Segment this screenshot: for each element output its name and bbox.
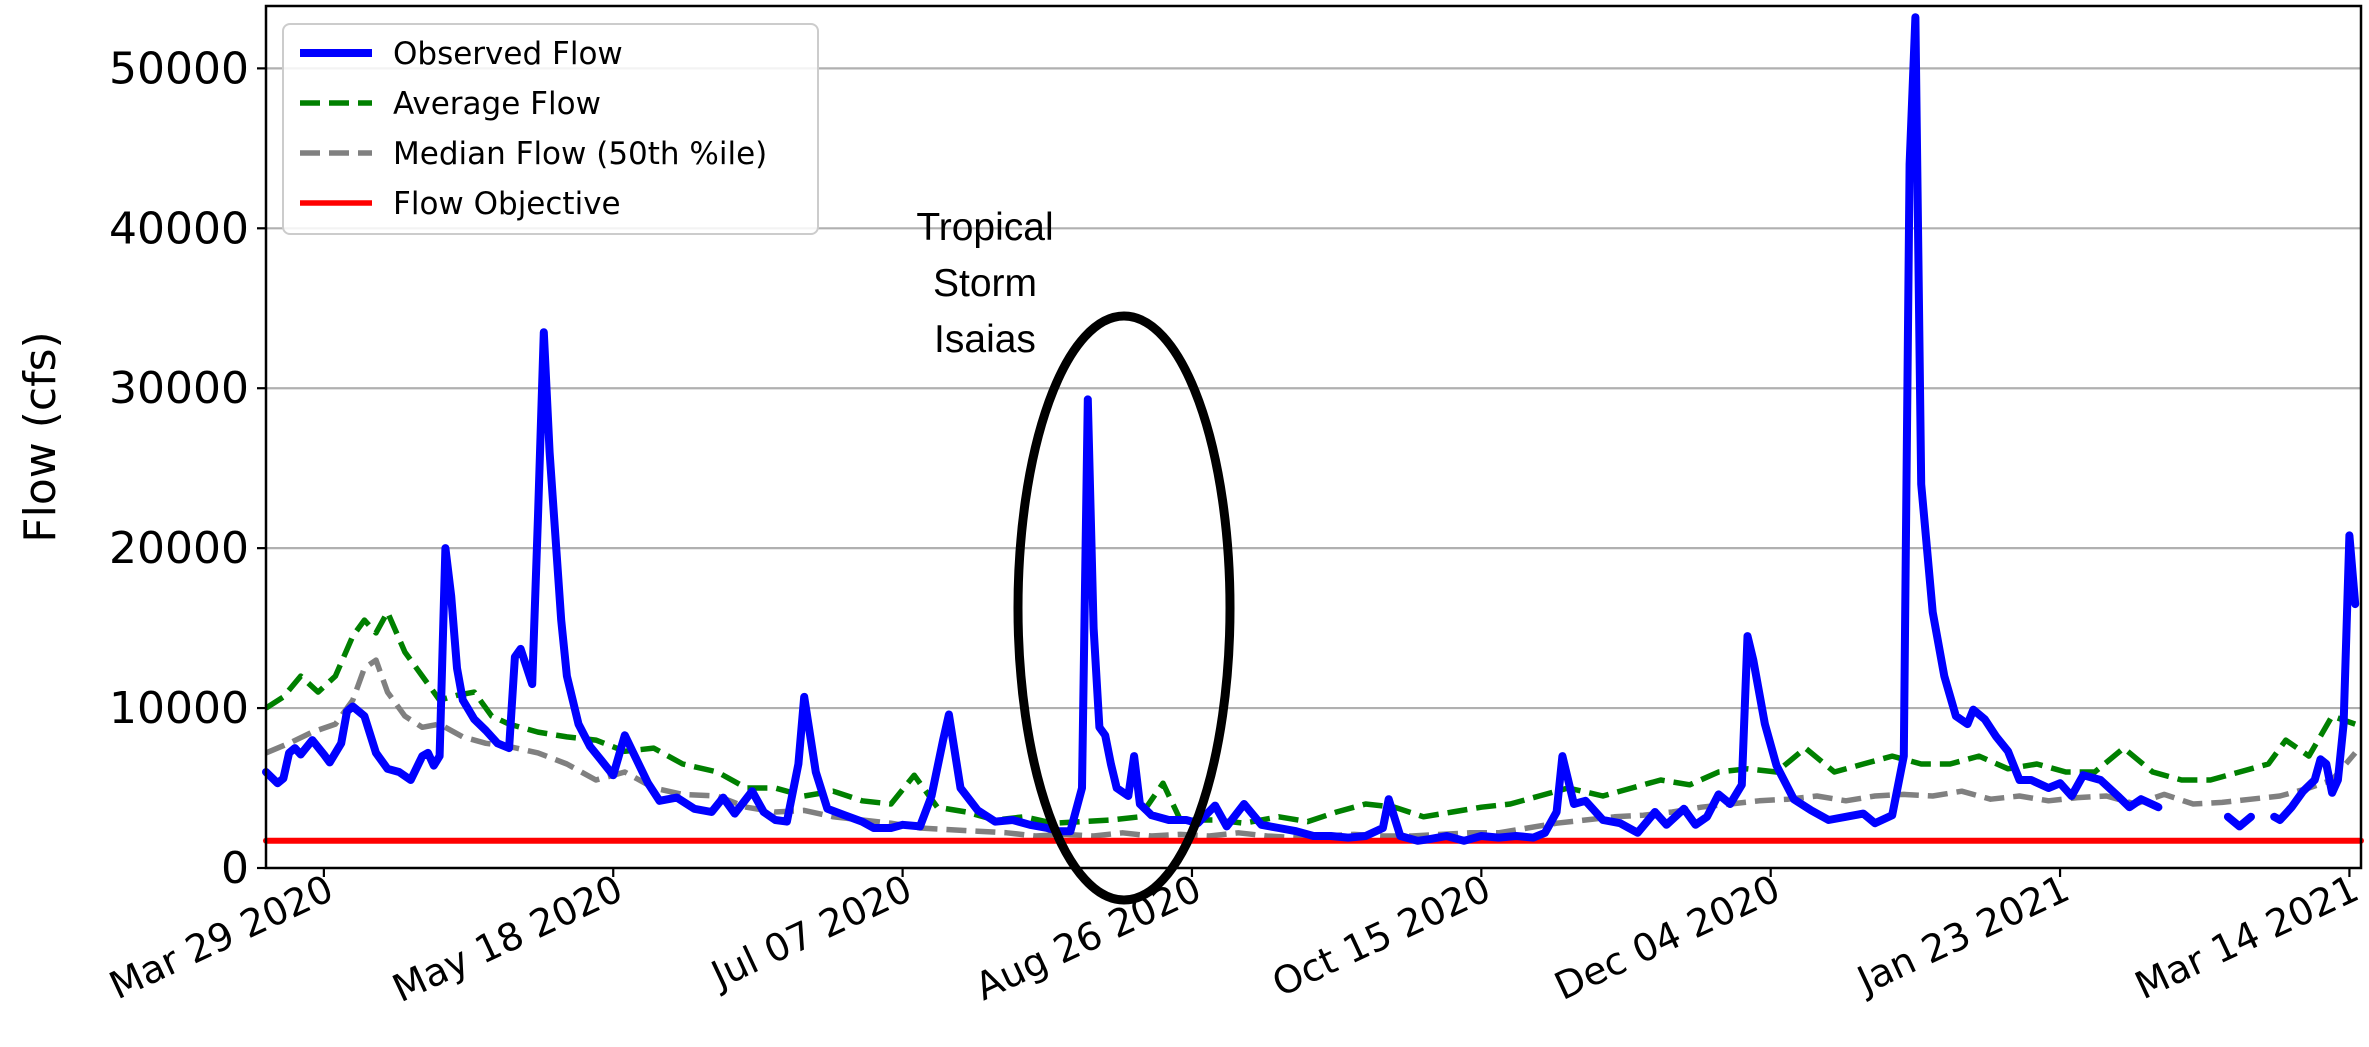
legend-label-average-flow: Average Flow [393,86,601,122]
y-axis: 0 10000 20000 30000 40000 50000 [109,43,266,894]
series-line-observed-flow [2223,812,2255,831]
storm-annotation: Tropical Storm Isaias [916,206,1235,905]
plot-frame [264,4,2363,870]
y-tick-label: 30000 [109,363,249,414]
y-tick-label: 50000 [109,43,249,94]
annotation-line-1: Tropical [916,206,1053,249]
legend-label-flow-objective: Flow Objective [393,186,621,222]
legend-label-observed-flow: Observed Flow [393,36,623,72]
series-line-average-flow [264,609,2357,826]
y-tick-label: 10000 [109,683,249,734]
legend-box [282,23,819,235]
storm-ellipse [1013,311,1235,905]
y-tick-label: 0 [221,843,249,894]
series-line-observed-flow [262,13,2163,845]
series-line-observed-flow [2270,531,2360,824]
legend-label-median-flow-50th-ile: Median Flow (50th %ile) [393,136,767,172]
annotation-line-3: Isaias [934,318,1036,361]
y-axis-label: Flow (cfs) [15,331,66,542]
y-tick-label: 40000 [109,203,249,254]
legend: Observed Flow Average Flow Median Flow (50… [282,23,819,235]
y-tick-label: 20000 [109,523,249,574]
annotation-line-2: Storm [933,262,1037,305]
series-layer [262,13,2364,845]
